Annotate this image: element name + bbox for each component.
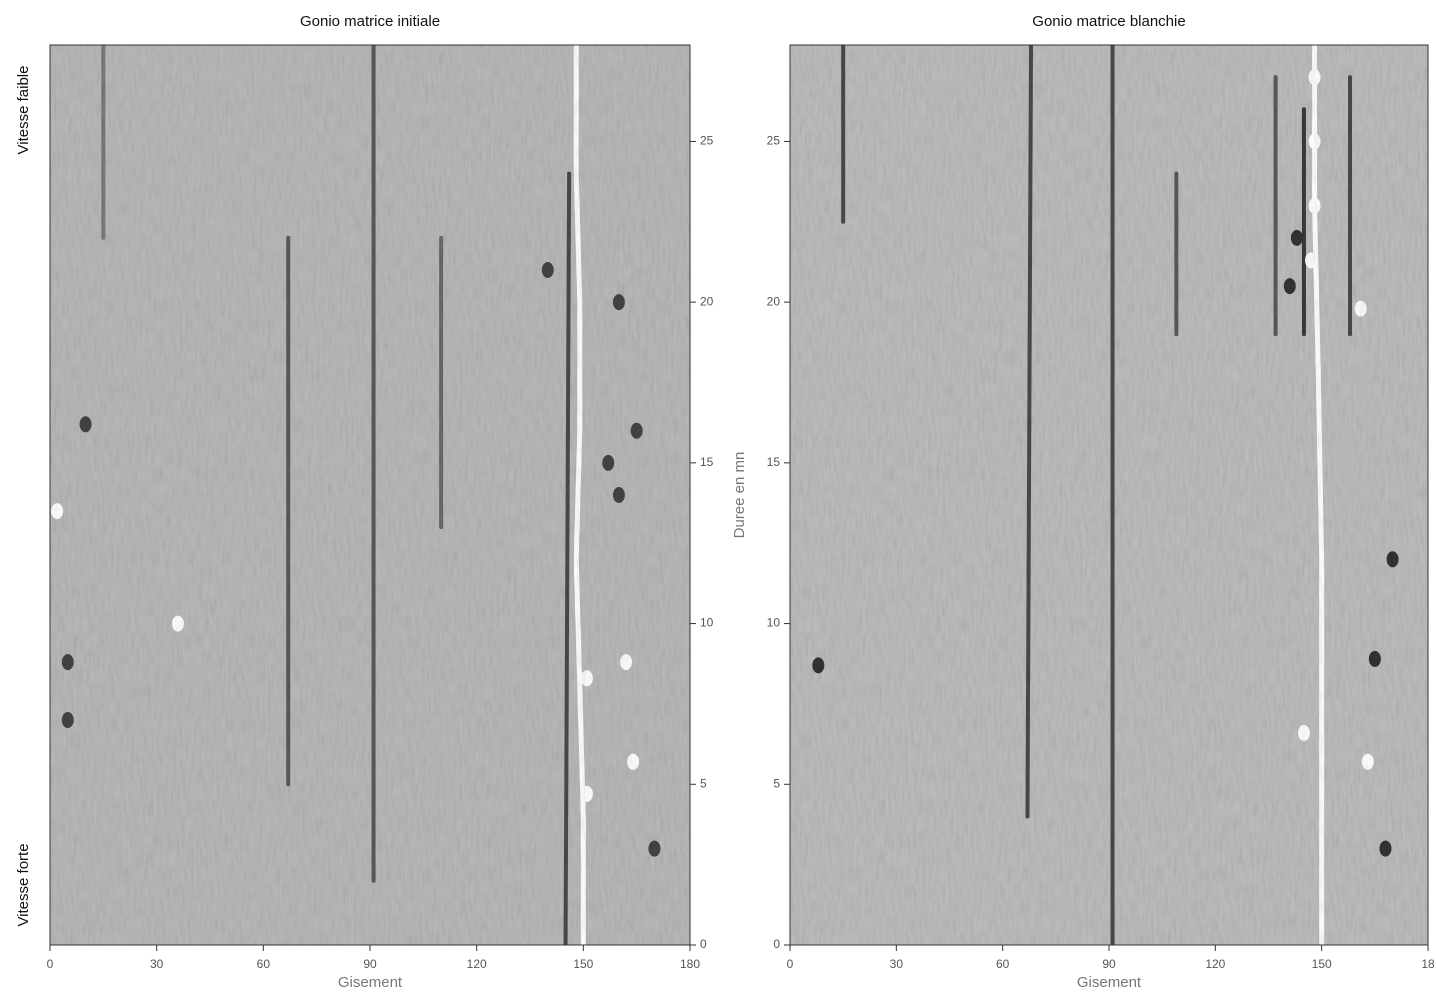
plot <box>50 42 690 948</box>
x-tick-label: 60 <box>257 957 271 971</box>
x-tick-label: 120 <box>467 957 487 971</box>
x-tick-label: 180 <box>680 957 700 971</box>
side-annotation: Vitesse faible <box>15 66 32 155</box>
spot <box>172 615 184 632</box>
y-axis-label: Duree en mn <box>731 452 748 539</box>
x-tick-label: 150 <box>1312 957 1332 971</box>
x-tick-label: 120 <box>1205 957 1225 971</box>
spot <box>612 487 625 503</box>
spot <box>648 840 661 857</box>
y-tick-label: 0 <box>773 937 780 951</box>
y-tick-label: 5 <box>773 776 780 790</box>
spot <box>580 670 593 687</box>
spot <box>612 294 625 311</box>
y-tick-label: 5 <box>700 776 707 790</box>
track <box>1312 42 1325 948</box>
y-tick-label: 20 <box>700 294 714 308</box>
spot <box>1386 551 1399 568</box>
y-tick-label: 0 <box>700 937 707 951</box>
x-tick-label: 150 <box>573 957 593 971</box>
x-tick-label: 18 <box>1421 957 1435 971</box>
y-tick-label: 10 <box>700 616 714 630</box>
spot <box>1379 840 1392 857</box>
spot <box>627 753 640 770</box>
spot <box>812 657 825 674</box>
spot <box>1308 197 1321 214</box>
spot <box>61 712 74 728</box>
plot-background <box>50 45 690 945</box>
spot <box>602 454 615 471</box>
spot <box>51 503 64 520</box>
x-tick-label: 30 <box>150 957 164 971</box>
spot <box>580 785 593 802</box>
y-tick-label: 15 <box>700 455 714 469</box>
x-tick-label: 90 <box>1102 957 1116 971</box>
side-annotation: Vitesse forte <box>15 843 32 926</box>
spot <box>1297 724 1310 741</box>
y-tick-label: 25 <box>700 134 714 148</box>
chart-title: Gonio matrice initiale <box>300 13 440 30</box>
x-tick-label: 90 <box>363 957 377 971</box>
spot <box>1354 300 1367 317</box>
track <box>563 171 572 947</box>
x-tick-label: 30 <box>890 957 904 971</box>
spot <box>1283 278 1296 295</box>
plot <box>790 42 1428 948</box>
spot <box>79 416 92 433</box>
spot <box>1361 753 1374 770</box>
y-tick-label: 20 <box>767 294 781 308</box>
y-tick-label: 15 <box>767 455 781 469</box>
spot <box>630 422 643 439</box>
chart-title: Gonio matrice blanchie <box>1032 13 1185 30</box>
spot <box>61 654 74 671</box>
x-axis-label: Gisement <box>1077 974 1142 991</box>
y-tick-label: 10 <box>767 616 781 630</box>
spot <box>1308 69 1321 86</box>
spot <box>1368 650 1381 667</box>
x-tick-label: 60 <box>996 957 1010 971</box>
x-tick-label: 0 <box>787 957 794 971</box>
spot <box>1308 133 1321 150</box>
plot-background <box>790 45 1428 945</box>
y-tick-label: 25 <box>767 134 781 148</box>
spot <box>1290 229 1303 246</box>
spot <box>620 654 632 671</box>
spot <box>541 262 554 278</box>
track <box>1025 43 1034 819</box>
x-tick-label: 0 <box>47 957 54 971</box>
x-axis-label: Gisement <box>338 974 403 991</box>
spot <box>1305 252 1318 269</box>
